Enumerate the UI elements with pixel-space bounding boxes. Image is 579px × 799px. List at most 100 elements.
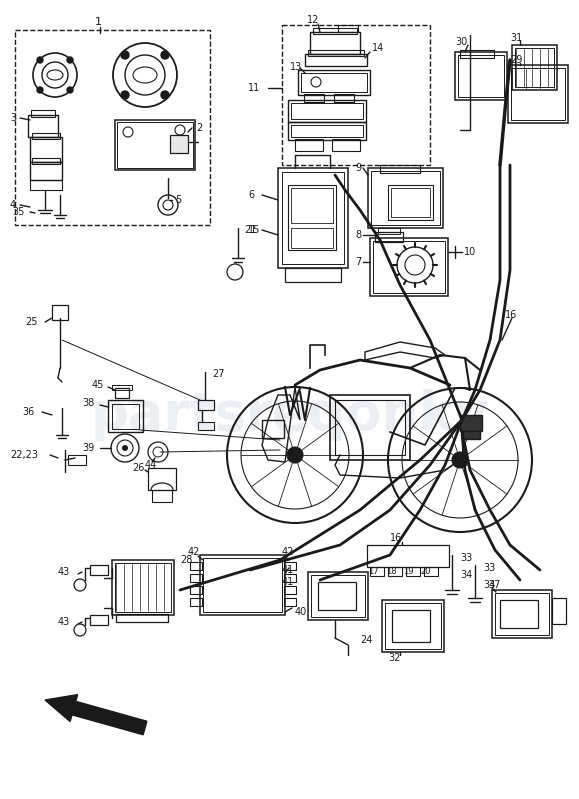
Text: 11: 11 (248, 83, 260, 93)
Text: 43: 43 (58, 567, 70, 577)
Bar (291, 228, 333, 248)
Bar (112, 404, 139, 429)
Bar (385, 603, 441, 649)
Bar (90, 565, 108, 575)
Text: 13: 13 (290, 62, 302, 72)
Bar (310, 32, 360, 54)
Bar (298, 70, 370, 95)
Circle shape (287, 447, 303, 463)
Bar (370, 238, 448, 296)
Bar (515, 48, 554, 87)
Bar (52, 305, 68, 320)
Bar (278, 168, 348, 268)
Bar (373, 241, 445, 293)
Bar (190, 598, 202, 606)
Text: 41: 41 (282, 565, 294, 575)
Text: 34: 34 (460, 570, 472, 580)
Bar (291, 103, 363, 119)
Text: 33: 33 (460, 553, 472, 563)
Bar (508, 65, 568, 123)
Bar (284, 574, 296, 582)
Text: 1: 1 (95, 17, 102, 27)
Bar (288, 122, 366, 140)
Bar (338, 25, 358, 32)
Text: 16: 16 (390, 533, 402, 543)
Bar (190, 586, 202, 594)
Circle shape (161, 51, 169, 59)
Text: 4: 4 (10, 200, 16, 210)
Bar (500, 600, 538, 628)
Bar (115, 388, 129, 398)
Bar (406, 567, 420, 576)
Bar (308, 572, 368, 620)
Text: 3: 3 (10, 113, 16, 123)
Bar (288, 100, 366, 122)
Text: 6: 6 (248, 190, 254, 200)
Text: 45: 45 (92, 380, 104, 390)
Bar (380, 165, 420, 173)
Bar (511, 68, 565, 120)
Bar (305, 54, 367, 66)
Bar (30, 162, 62, 180)
Bar (335, 400, 405, 455)
Bar (291, 125, 363, 137)
Text: 36: 36 (22, 407, 34, 417)
Bar (313, 28, 357, 34)
Text: 28: 28 (180, 555, 192, 565)
Bar (378, 228, 400, 234)
Text: 17: 17 (368, 567, 379, 577)
Bar (382, 600, 444, 652)
Bar (15, 30, 210, 225)
Bar (148, 468, 176, 490)
Bar (318, 582, 356, 610)
Bar (392, 610, 430, 642)
Bar (552, 598, 566, 624)
Text: 20: 20 (420, 567, 431, 577)
Text: 2: 2 (196, 123, 202, 133)
Bar (458, 55, 504, 97)
Bar (492, 590, 552, 638)
Bar (370, 567, 384, 576)
Bar (308, 50, 364, 56)
Bar (334, 94, 354, 102)
Text: 33: 33 (483, 563, 495, 573)
Text: 19: 19 (403, 567, 413, 577)
Bar (200, 555, 285, 615)
Bar (455, 52, 507, 100)
Bar (375, 232, 403, 242)
Text: 42: 42 (188, 547, 200, 557)
Bar (462, 431, 480, 439)
Bar (388, 567, 402, 576)
Bar (284, 586, 296, 594)
Bar (198, 422, 214, 430)
Text: 18: 18 (386, 567, 397, 577)
Bar (388, 185, 433, 220)
Bar (512, 45, 557, 90)
Text: 10: 10 (464, 247, 477, 257)
Bar (295, 139, 323, 151)
Circle shape (161, 91, 169, 99)
Text: 44: 44 (145, 460, 157, 470)
Text: 31: 31 (510, 33, 522, 43)
Bar (170, 135, 188, 153)
Text: 26: 26 (132, 463, 144, 473)
Text: 38: 38 (82, 398, 94, 408)
Bar (288, 185, 336, 250)
Bar (152, 490, 172, 502)
Text: 39: 39 (82, 443, 94, 453)
Bar (112, 560, 174, 615)
Bar (368, 168, 443, 228)
Bar (30, 180, 62, 190)
Bar (116, 614, 168, 622)
Text: 9: 9 (355, 163, 361, 173)
Bar (495, 593, 549, 635)
Text: 14: 14 (372, 43, 384, 53)
Text: 21: 21 (244, 225, 256, 235)
Text: 12: 12 (307, 15, 320, 25)
Bar (108, 400, 143, 432)
Text: 34: 34 (483, 580, 495, 590)
Bar (460, 415, 482, 431)
Bar (311, 575, 365, 617)
Bar (291, 188, 333, 223)
Bar (282, 25, 430, 165)
